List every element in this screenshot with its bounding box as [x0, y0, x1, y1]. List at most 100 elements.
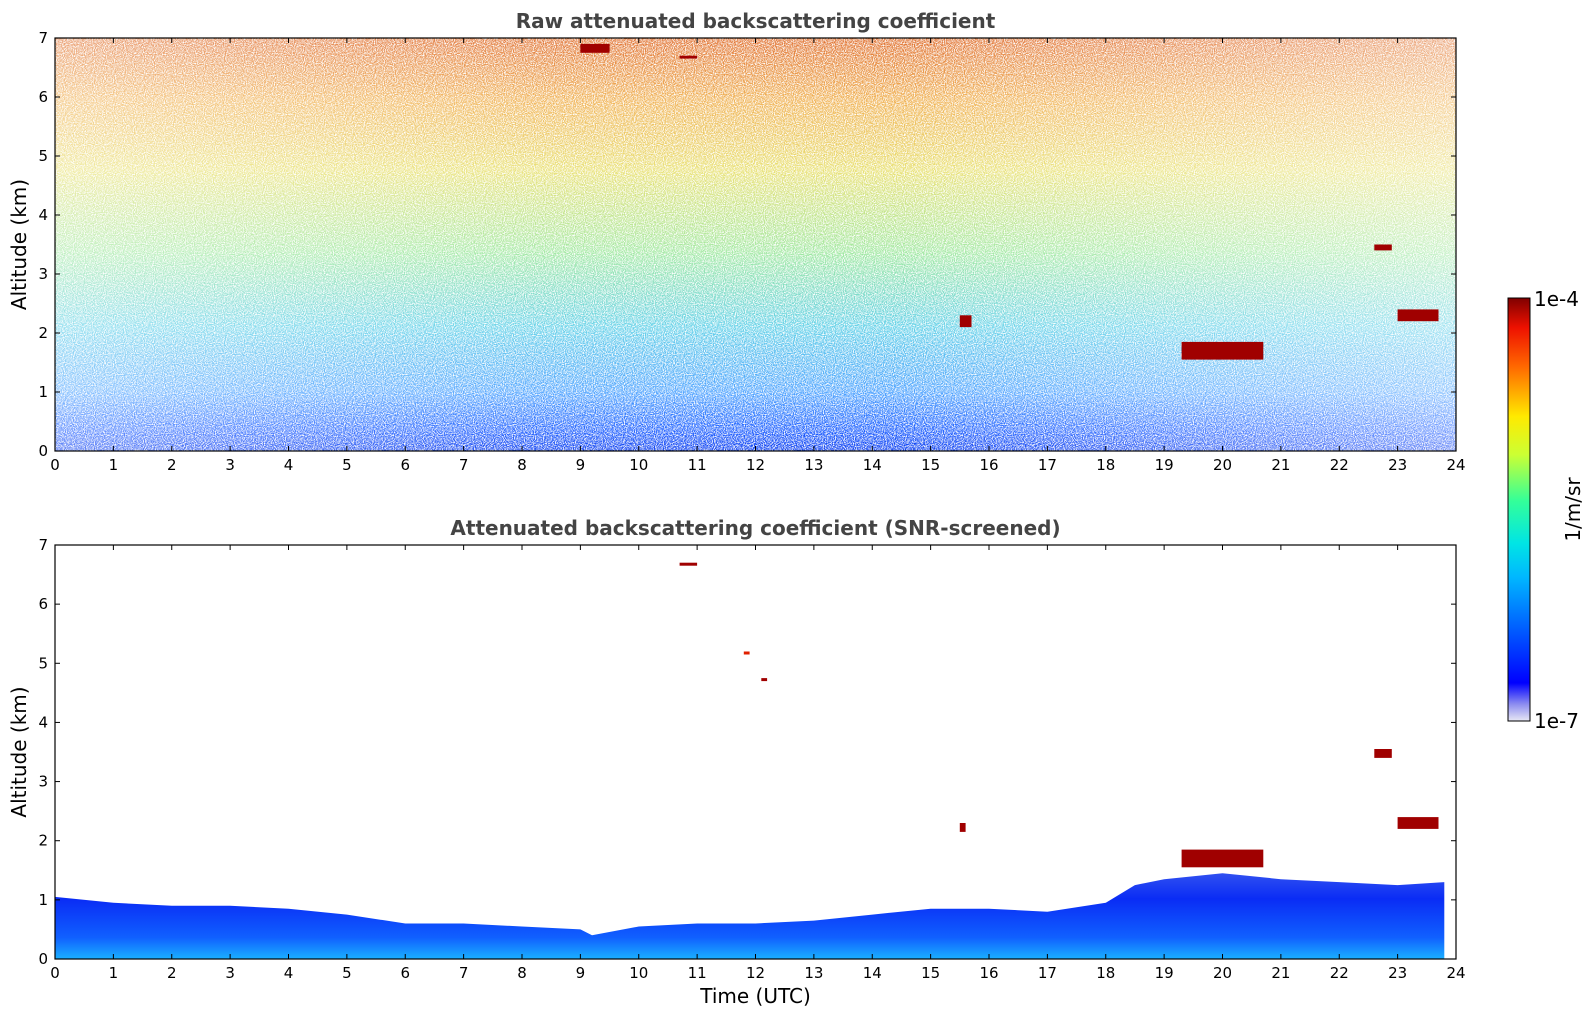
y-tick-label: 4 — [38, 206, 48, 224]
y-tick-label: 1 — [38, 891, 48, 909]
colorbar-unit-label: 1/m/sr — [1561, 477, 1585, 542]
panel1-title: Raw attenuated backscattering coefficien… — [516, 9, 996, 33]
raw-backscatter-field — [55, 38, 1456, 451]
x-tick-label: 0 — [50, 964, 60, 982]
x-tick-label: 13 — [804, 456, 823, 474]
x-tick-label: 9 — [576, 964, 586, 982]
x-tick-label: 18 — [1096, 964, 1115, 982]
x-tick-label: 0 — [50, 456, 60, 474]
colorbar-max-label: 1e-4 — [1534, 287, 1579, 311]
x-tick-label: 11 — [688, 456, 707, 474]
y-tick-label: 6 — [38, 88, 48, 106]
x-tick-label: 21 — [1271, 456, 1290, 474]
x-tick-label: 4 — [284, 456, 294, 474]
x-tick-label: 10 — [629, 456, 648, 474]
y-tick-label: 5 — [38, 654, 48, 672]
y-tick-label: 1 — [38, 383, 48, 401]
panel1-y-ticks: 0 1 2 3 4 5 6 7 — [38, 29, 1456, 460]
colorbar-min-label: 1e-7 — [1534, 709, 1579, 733]
x-tick-label: 17 — [1038, 456, 1057, 474]
x-tick-label: 5 — [342, 456, 352, 474]
panel2-title: Attenuated backscattering coefficient (S… — [450, 516, 1060, 540]
cloud-feature — [1397, 817, 1439, 829]
x-tick-label: 2 — [167, 964, 177, 982]
x-axis-label: Time (UTC) — [699, 984, 811, 1008]
raw-cloud-features — [580, 43, 1439, 360]
x-tick-label: 5 — [342, 964, 352, 982]
boundary-layer-area — [55, 873, 1445, 959]
y-tick-label: 2 — [38, 324, 48, 342]
x-tick-label: 22 — [1330, 456, 1349, 474]
cloud-feature — [743, 651, 750, 655]
y-tick-label: 5 — [38, 147, 48, 165]
x-tick-label: 12 — [746, 964, 765, 982]
x-tick-label: 6 — [400, 456, 410, 474]
x-tick-label: 24 — [1446, 964, 1465, 982]
x-tick-label: 16 — [979, 964, 998, 982]
x-tick-label: 14 — [863, 964, 882, 982]
y-tick-label: 0 — [38, 950, 48, 968]
x-tick-label: 1 — [109, 456, 119, 474]
y-tick-label: 2 — [38, 832, 48, 850]
cloud-feature — [1181, 849, 1264, 868]
panel1-y-axis-label: Altitude (km) — [7, 179, 31, 310]
x-tick-label: 20 — [1213, 456, 1232, 474]
x-tick-label: 20 — [1213, 964, 1232, 982]
cloud-feature — [1374, 244, 1392, 251]
colorbar: 1e-4 1e-7 1/m/sr — [1507, 287, 1585, 733]
x-tick-label: 11 — [688, 964, 707, 982]
snr-screened-panel: Attenuated backscattering coefficient (S… — [7, 516, 1466, 1008]
panel2-y-axis-label: Altitude (km) — [7, 686, 31, 817]
x-tick-label: 8 — [517, 964, 527, 982]
boundary-layer-field — [55, 873, 1445, 959]
x-tick-label: 7 — [459, 964, 469, 982]
x-tick-label: 23 — [1388, 456, 1407, 474]
cloud-feature — [761, 678, 768, 682]
panel2-y-ticks: 0 1 2 3 4 5 6 7 — [38, 536, 1456, 968]
x-tick-label: 18 — [1096, 456, 1115, 474]
x-tick-label: 22 — [1330, 964, 1349, 982]
x-tick-label: 10 — [629, 964, 648, 982]
x-tick-label: 15 — [921, 964, 940, 982]
y-tick-label: 7 — [38, 29, 48, 47]
x-tick-label: 19 — [1155, 456, 1174, 474]
panel1-x-ticks: 0 1 2 3 4 5 6 7 8 9 10 11 12 13 14 15 16 17 18 19 20 21 22 23 24 — [50, 38, 1466, 474]
cloud-feature — [1181, 341, 1264, 360]
x-tick-label: 21 — [1271, 964, 1290, 982]
x-tick-label: 1 — [109, 964, 119, 982]
x-tick-label: 9 — [576, 456, 586, 474]
x-tick-label: 15 — [921, 456, 940, 474]
x-tick-label: 4 — [284, 964, 294, 982]
x-tick-label: 2 — [167, 456, 177, 474]
cloud-feature — [1397, 309, 1439, 322]
cloud-feature — [959, 315, 972, 328]
cloud-feature — [679, 55, 698, 59]
y-tick-label: 3 — [38, 265, 48, 283]
cloud-feature — [959, 823, 966, 832]
panel2-x-ticks: 0 1 2 3 4 5 6 7 8 9 10 11 12 13 14 15 16 17 18 19 20 21 22 23 24 — [50, 545, 1466, 982]
x-tick-label: 16 — [979, 456, 998, 474]
colorbar-scale — [1507, 297, 1531, 722]
x-tick-label: 3 — [225, 456, 235, 474]
screened-cloud-features — [679, 562, 1439, 868]
x-tick-label: 13 — [804, 964, 823, 982]
x-tick-label: 7 — [459, 456, 469, 474]
x-tick-label: 17 — [1038, 964, 1057, 982]
raw-backscatter-panel: Raw attenuated backscattering coefficien… — [7, 9, 1466, 474]
x-tick-label: 14 — [863, 456, 882, 474]
x-tick-label: 24 — [1446, 456, 1465, 474]
y-tick-label: 6 — [38, 595, 48, 613]
cloud-feature — [679, 562, 698, 566]
raw-field-noise — [55, 38, 1456, 451]
x-tick-label: 8 — [517, 456, 527, 474]
y-tick-label: 4 — [38, 713, 48, 731]
x-tick-label: 6 — [400, 964, 410, 982]
x-tick-label: 23 — [1388, 964, 1407, 982]
x-tick-label: 3 — [225, 964, 235, 982]
x-tick-label: 12 — [746, 456, 765, 474]
y-tick-label: 3 — [38, 773, 48, 791]
y-tick-label: 0 — [38, 442, 48, 460]
cloud-feature — [580, 43, 610, 53]
x-tick-label: 19 — [1155, 964, 1174, 982]
